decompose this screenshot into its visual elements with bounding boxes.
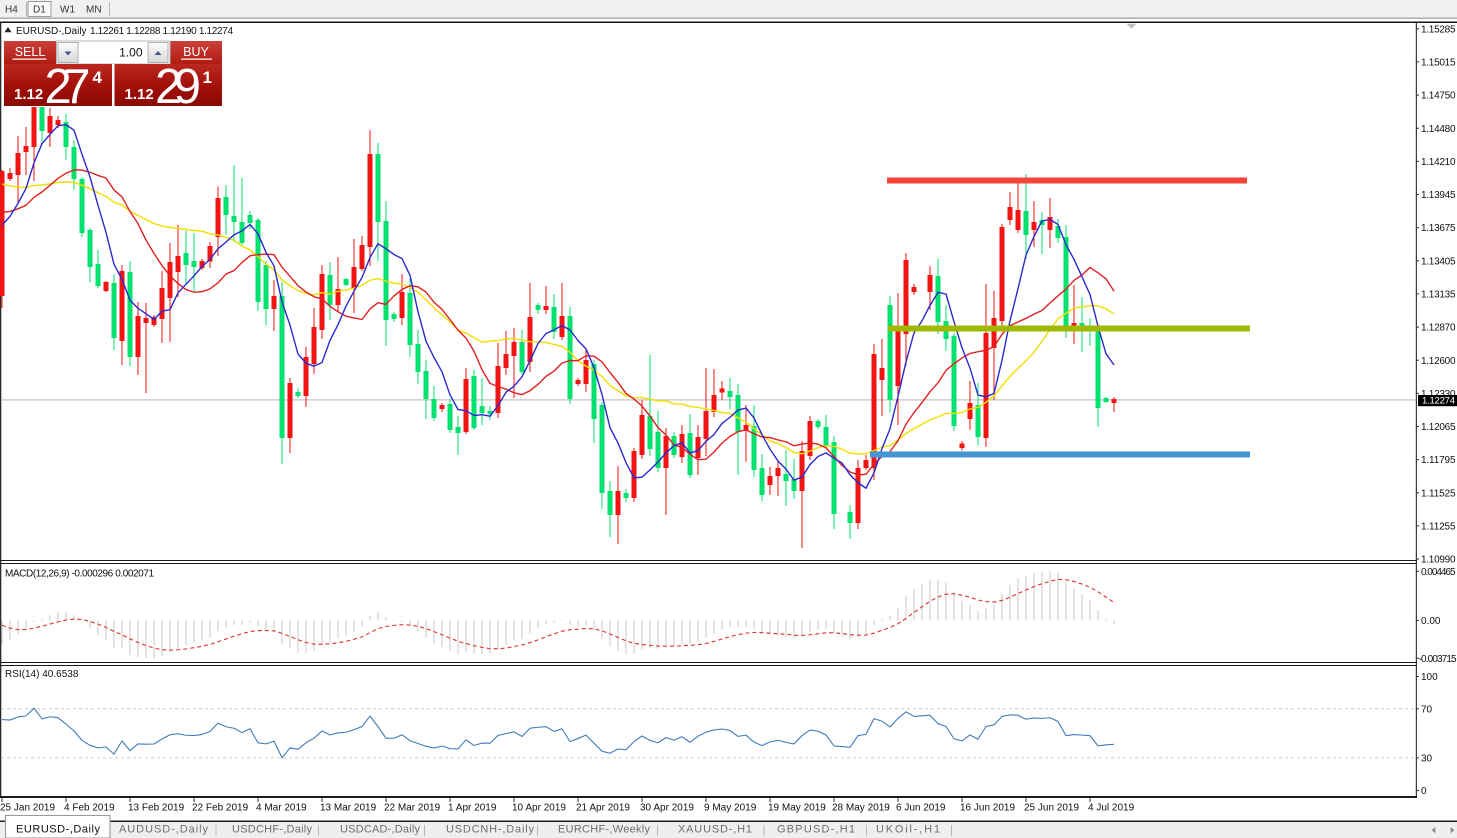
svg-text:1.12274: 1.12274 bbox=[1422, 396, 1455, 407]
svg-text:1.10990: 1.10990 bbox=[1421, 555, 1456, 566]
svg-text:10 Apr 2019: 10 Apr 2019 bbox=[512, 803, 566, 814]
svg-text:4 Mar 2019: 4 Mar 2019 bbox=[256, 803, 307, 814]
svg-text:1.13135: 1.13135 bbox=[1421, 290, 1456, 301]
svg-text:W1: W1 bbox=[60, 5, 75, 16]
svg-text:1.12261 1.12288 1.12190 1.1227: 1.12261 1.12288 1.12190 1.12274 bbox=[90, 26, 233, 37]
svg-text:1.14480: 1.14480 bbox=[1421, 124, 1456, 135]
svg-text:100: 100 bbox=[1421, 672, 1438, 683]
svg-text:4: 4 bbox=[93, 68, 103, 87]
svg-text:1.12: 1.12 bbox=[14, 86, 43, 103]
svg-text:27: 27 bbox=[45, 60, 91, 114]
svg-text:RSI(14) 40.6538: RSI(14) 40.6538 bbox=[5, 669, 79, 680]
svg-text:19 May 2019: 19 May 2019 bbox=[768, 803, 826, 814]
svg-text:1.13675: 1.13675 bbox=[1421, 223, 1456, 234]
svg-text:SELL: SELL bbox=[15, 45, 46, 59]
svg-text:30: 30 bbox=[1421, 754, 1433, 765]
svg-text:1.13945: 1.13945 bbox=[1421, 190, 1456, 201]
svg-text:EURCHF-,Weekly: EURCHF-,Weekly bbox=[558, 824, 651, 836]
svg-text:H4: H4 bbox=[5, 5, 18, 16]
svg-text:1.14750: 1.14750 bbox=[1421, 91, 1456, 102]
svg-text:1.00: 1.00 bbox=[119, 46, 143, 60]
svg-text:MN: MN bbox=[86, 5, 102, 16]
svg-text:22 Mar 2019: 22 Mar 2019 bbox=[384, 803, 441, 814]
svg-text:4 Jul 2019: 4 Jul 2019 bbox=[1088, 803, 1135, 814]
svg-text:0.00: 0.00 bbox=[1421, 616, 1441, 627]
svg-text:70: 70 bbox=[1421, 704, 1433, 715]
svg-text:EURUSD-,Daily: EURUSD-,Daily bbox=[16, 26, 87, 37]
svg-text:16 Jun 2019: 16 Jun 2019 bbox=[960, 803, 1015, 814]
svg-text:30 Apr 2019: 30 Apr 2019 bbox=[640, 803, 694, 814]
svg-text:1.11525: 1.11525 bbox=[1421, 488, 1456, 499]
svg-text:1.12870: 1.12870 bbox=[1421, 323, 1456, 334]
svg-text:0: 0 bbox=[1421, 786, 1427, 797]
svg-text:25 Jun 2019: 25 Jun 2019 bbox=[1024, 803, 1079, 814]
svg-text:D1: D1 bbox=[33, 5, 46, 16]
svg-text:1: 1 bbox=[203, 68, 212, 87]
svg-text:EURUSD-,Daily: EURUSD-,Daily bbox=[16, 824, 101, 836]
svg-text:1.15015: 1.15015 bbox=[1421, 58, 1456, 69]
svg-text:USDCAD-,Daily: USDCAD-,Daily bbox=[340, 824, 421, 836]
svg-text:1.11255: 1.11255 bbox=[1421, 522, 1456, 533]
svg-text:28 May 2019: 28 May 2019 bbox=[832, 803, 890, 814]
svg-text:BUY: BUY bbox=[183, 45, 209, 59]
svg-text:AUDUSD-,Daily: AUDUSD-,Daily bbox=[119, 824, 209, 836]
svg-text:13 Mar 2019: 13 Mar 2019 bbox=[320, 803, 377, 814]
svg-text:1 Apr 2019: 1 Apr 2019 bbox=[448, 803, 497, 814]
svg-text:22 Feb 2019: 22 Feb 2019 bbox=[192, 803, 249, 814]
svg-text:USDCNH-,Daily: USDCNH-,Daily bbox=[446, 824, 535, 836]
svg-text:21 Apr 2019: 21 Apr 2019 bbox=[576, 803, 630, 814]
svg-text:1.11795: 1.11795 bbox=[1421, 455, 1456, 466]
svg-text:9 May 2019: 9 May 2019 bbox=[704, 803, 757, 814]
svg-text:1.15285: 1.15285 bbox=[1421, 24, 1456, 35]
svg-text:1.12: 1.12 bbox=[125, 86, 154, 103]
svg-text:XAUUSD-,H1: XAUUSD-,H1 bbox=[678, 824, 752, 836]
svg-text:4 Feb 2019: 4 Feb 2019 bbox=[64, 803, 115, 814]
svg-text:1.12600: 1.12600 bbox=[1421, 356, 1456, 367]
svg-text:29: 29 bbox=[155, 60, 201, 114]
svg-text:0.004465: 0.004465 bbox=[1421, 567, 1456, 578]
svg-text:1.14210: 1.14210 bbox=[1421, 157, 1456, 168]
svg-text:13 Feb 2019: 13 Feb 2019 bbox=[128, 803, 185, 814]
svg-text:1.12065: 1.12065 bbox=[1421, 422, 1456, 433]
svg-text:25 Jan 2019: 25 Jan 2019 bbox=[0, 803, 55, 814]
svg-text:MACD(12,26,9) -0.000296 0.0020: MACD(12,26,9) -0.000296 0.002071 bbox=[5, 569, 154, 580]
svg-text:GBPUSD-,H1: GBPUSD-,H1 bbox=[777, 824, 855, 836]
svg-text:USDCHF-,Daily: USDCHF-,Daily bbox=[232, 824, 313, 836]
svg-text:1.12330: 1.12330 bbox=[1421, 389, 1456, 400]
svg-text:1.13405: 1.13405 bbox=[1421, 256, 1456, 267]
svg-text:-0.003715: -0.003715 bbox=[1419, 654, 1457, 665]
svg-text:6 Jun 2019: 6 Jun 2019 bbox=[896, 803, 946, 814]
